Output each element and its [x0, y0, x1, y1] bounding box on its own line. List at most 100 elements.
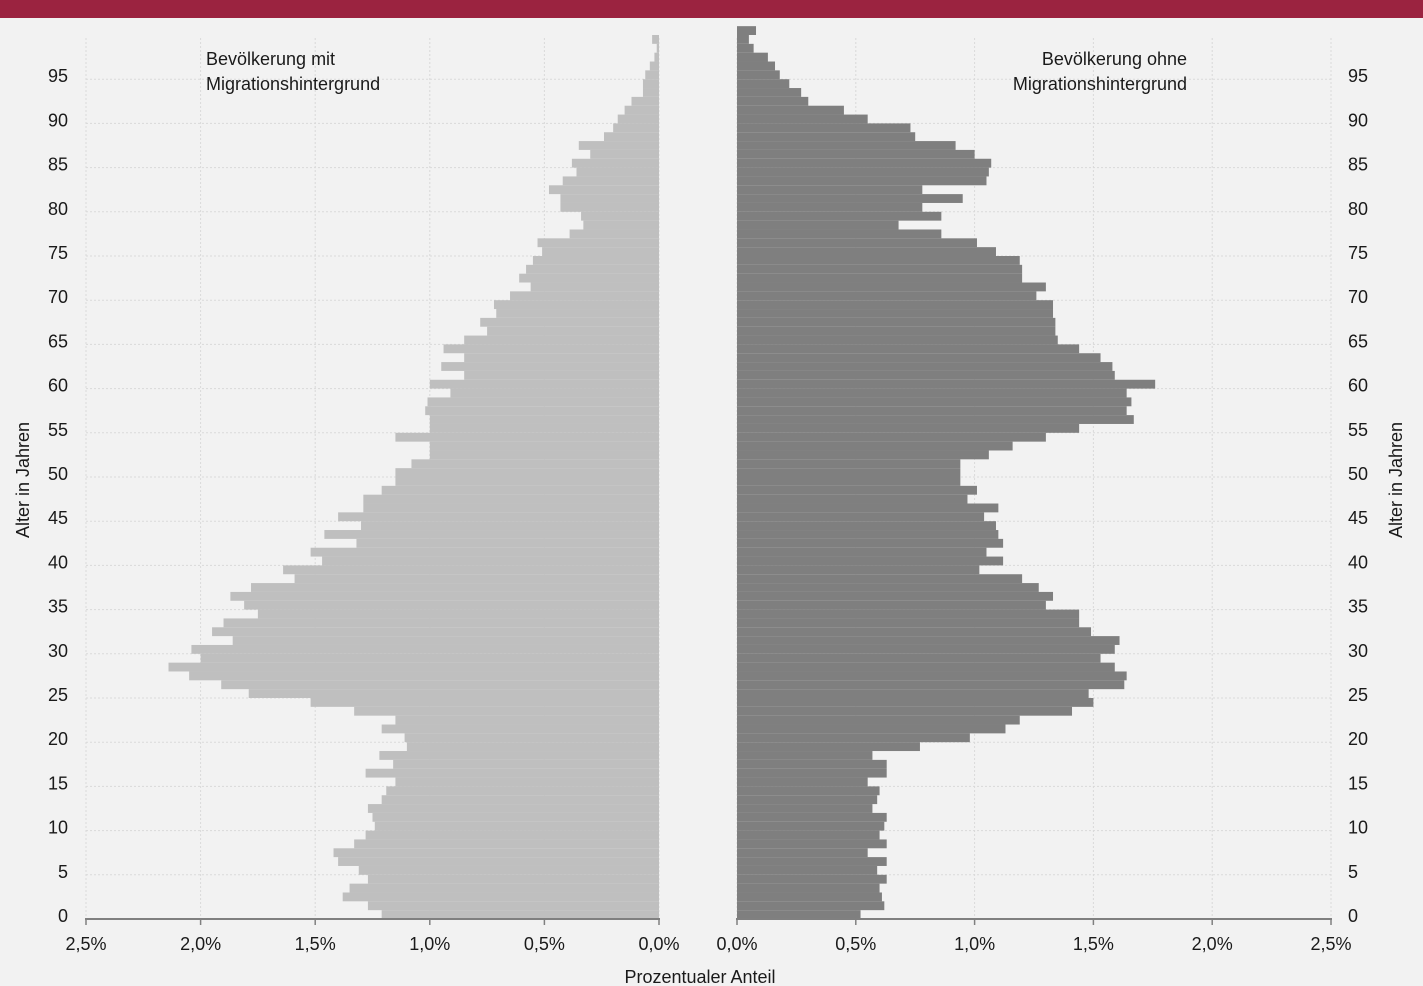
bar-no-migration	[737, 247, 996, 256]
age-tick-label-left: 10	[48, 818, 68, 838]
bar-no-migration	[737, 353, 1101, 363]
bar-no-migration	[737, 574, 1023, 584]
bar-migration	[200, 653, 659, 663]
bar-no-migration	[737, 759, 887, 769]
age-tick-label-right: 0	[1348, 906, 1358, 926]
bar-migration	[363, 503, 659, 513]
x-tick-label-right: 2,0%	[1192, 934, 1233, 954]
bar-no-migration	[737, 79, 790, 89]
age-tick-label-left: 40	[48, 552, 68, 572]
bar-migration	[654, 52, 659, 62]
bar-no-migration	[737, 777, 868, 787]
x-axis-title: Prozentualer Anteil	[624, 967, 775, 986]
bar-no-migration	[737, 309, 1054, 318]
age-tick-label-left: 55	[48, 420, 68, 440]
bar-no-migration	[737, 105, 844, 115]
bar-migration	[395, 715, 659, 725]
age-tick-label-right: 50	[1348, 464, 1368, 484]
bar-migration	[354, 839, 659, 849]
age-tick-label-left: 30	[48, 641, 68, 661]
bar-no-migration	[737, 123, 911, 133]
bar-no-migration	[737, 370, 1115, 380]
bar-migration	[542, 247, 659, 256]
bar-migration	[649, 61, 659, 71]
x-tick-label-left: 0,0%	[638, 934, 679, 954]
bar-migration	[189, 671, 659, 681]
bar-migration	[537, 238, 659, 248]
x-tick-label-right: 1,5%	[1073, 934, 1114, 954]
bar-migration	[333, 848, 659, 858]
bar-no-migration	[737, 662, 1115, 672]
bar-no-migration	[737, 477, 961, 486]
bar-no-migration	[737, 865, 878, 875]
bar-no-migration	[737, 468, 961, 477]
age-tick-label-right: 45	[1348, 508, 1368, 528]
bar-migration	[429, 415, 659, 424]
bar-migration	[230, 591, 659, 601]
bar-migration	[367, 874, 659, 884]
bar-migration	[450, 388, 659, 398]
bar-migration	[427, 397, 659, 407]
bar-no-migration	[737, 830, 880, 840]
bar-migration	[656, 43, 659, 53]
age-tick-label-left: 85	[48, 155, 68, 175]
bar-no-migration	[737, 459, 961, 469]
bar-migration	[441, 362, 659, 371]
bar-no-migration	[737, 52, 768, 62]
age-tick-label-left: 90	[48, 110, 68, 130]
series-label-migration-line2: Migrationshintergrund	[206, 74, 380, 94]
bar-no-migration	[737, 883, 880, 893]
bar-migration	[493, 300, 659, 310]
bar-migration	[322, 556, 659, 566]
bar-no-migration	[737, 698, 1094, 707]
bar-no-migration	[737, 742, 920, 752]
bar-no-migration	[737, 680, 1125, 690]
bar-migration	[212, 627, 659, 637]
bar-no-migration	[737, 158, 992, 168]
bar-migration	[191, 644, 659, 654]
bar-no-migration	[737, 857, 887, 866]
bar-migration	[429, 379, 659, 389]
bar-no-migration	[737, 494, 968, 504]
bar-no-migration	[737, 229, 942, 239]
age-tick-label-right: 25	[1348, 685, 1368, 705]
bar-migration	[560, 194, 659, 203]
bar-no-migration	[737, 751, 873, 760]
bar-migration	[613, 123, 659, 133]
bar-no-migration	[737, 441, 1013, 451]
x-tick-label-right: 2,5%	[1310, 934, 1351, 954]
bar-migration	[429, 450, 659, 460]
bar-migration	[374, 821, 659, 831]
bar-migration	[425, 406, 659, 416]
age-tick-label-right: 95	[1348, 66, 1368, 86]
y-axis-title-right: Alter in Jahren	[1386, 422, 1406, 538]
bar-migration	[590, 149, 659, 159]
bar-no-migration	[737, 141, 956, 150]
top-color-band	[0, 0, 1423, 18]
age-tick-label-left: 50	[48, 464, 68, 484]
bar-no-migration	[737, 795, 878, 805]
bar-migration	[532, 256, 659, 265]
bar-no-migration	[737, 901, 885, 911]
bar-no-migration	[737, 812, 887, 822]
bar-migration	[487, 326, 659, 336]
bar-migration	[379, 751, 659, 760]
bar-no-migration	[737, 583, 1039, 592]
bar-no-migration	[737, 149, 975, 159]
bar-no-migration	[737, 362, 1113, 371]
bar-no-migration	[737, 335, 1058, 345]
bar-no-migration	[737, 220, 899, 230]
bar-migration	[381, 795, 659, 805]
bar-migration	[548, 185, 659, 195]
bar-migration	[251, 583, 659, 592]
bar-migration	[642, 79, 659, 89]
bar-migration	[354, 706, 659, 716]
bar-migration	[365, 768, 659, 778]
bar-migration	[244, 600, 659, 610]
bar-no-migration	[737, 415, 1134, 424]
bar-migration	[581, 211, 659, 221]
bar-migration	[365, 830, 659, 840]
bar-no-migration	[737, 43, 754, 53]
age-tick-label-left: 65	[48, 331, 68, 351]
